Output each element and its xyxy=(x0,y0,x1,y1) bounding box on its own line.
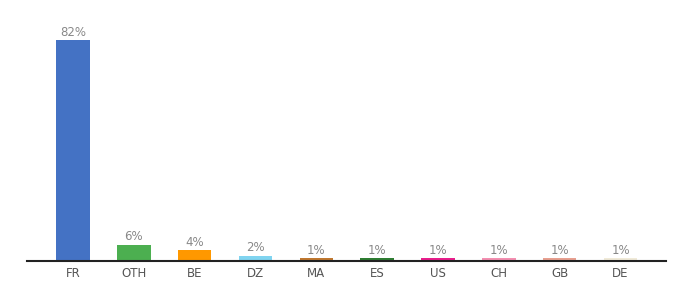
Bar xyxy=(604,258,637,261)
Bar xyxy=(422,258,455,261)
Bar xyxy=(300,258,333,261)
Bar xyxy=(360,258,394,261)
Bar xyxy=(239,256,272,261)
Bar xyxy=(543,258,577,261)
Text: 1%: 1% xyxy=(368,244,386,257)
Text: 1%: 1% xyxy=(307,244,326,257)
Bar xyxy=(56,40,90,261)
Text: 4%: 4% xyxy=(186,236,204,249)
Text: 1%: 1% xyxy=(429,244,447,257)
Bar xyxy=(178,250,211,261)
Text: 1%: 1% xyxy=(550,244,569,257)
Bar xyxy=(117,245,150,261)
Text: 1%: 1% xyxy=(490,244,508,257)
Text: 1%: 1% xyxy=(611,244,630,257)
Text: 2%: 2% xyxy=(246,241,265,254)
Text: 82%: 82% xyxy=(60,26,86,39)
Text: 6%: 6% xyxy=(124,230,143,244)
Bar xyxy=(482,258,515,261)
